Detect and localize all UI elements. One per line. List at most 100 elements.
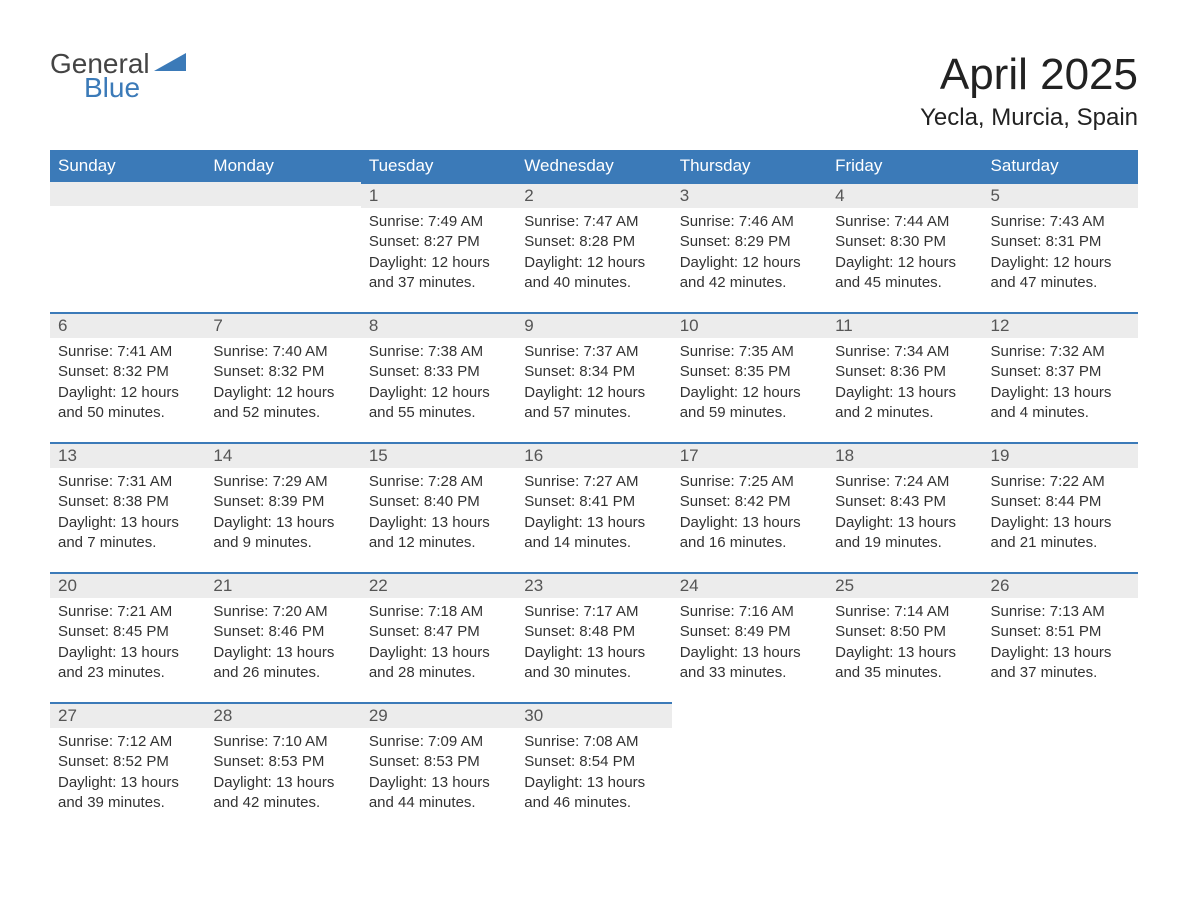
day-number: 19 xyxy=(983,444,1138,468)
calendar-cell: 9Sunrise: 7:37 AMSunset: 8:34 PMDaylight… xyxy=(516,312,671,442)
day-number: 2 xyxy=(516,184,671,208)
day-details: Sunrise: 7:12 AMSunset: 8:52 PMDaylight:… xyxy=(50,728,205,823)
day-number: 8 xyxy=(361,314,516,338)
sunrise-line: Sunrise: 7:29 AM xyxy=(213,472,352,492)
daylight-line: Daylight: 12 hours and 59 minutes. xyxy=(680,383,819,424)
calendar-cell: 2Sunrise: 7:47 AMSunset: 8:28 PMDaylight… xyxy=(516,182,671,312)
sunrise-line: Sunrise: 7:24 AM xyxy=(835,472,974,492)
sunset-line: Sunset: 8:41 PM xyxy=(524,492,663,512)
day-details: Sunrise: 7:40 AMSunset: 8:32 PMDaylight:… xyxy=(205,338,360,433)
day-number: 29 xyxy=(361,704,516,728)
calendar-page: General Blue April 2025 Yecla, Murcia, S… xyxy=(0,0,1188,862)
calendar-cell: 12Sunrise: 7:32 AMSunset: 8:37 PMDayligh… xyxy=(983,312,1138,442)
day-number: 11 xyxy=(827,314,982,338)
day-wrap: 17Sunrise: 7:25 AMSunset: 8:42 PMDayligh… xyxy=(672,442,827,563)
day-number: 28 xyxy=(205,704,360,728)
daylight-line: Daylight: 13 hours and 39 minutes. xyxy=(58,773,197,814)
daylight-line: Daylight: 12 hours and 45 minutes. xyxy=(835,253,974,294)
day-details: Sunrise: 7:13 AMSunset: 8:51 PMDaylight:… xyxy=(983,598,1138,693)
day-wrap: 28Sunrise: 7:10 AMSunset: 8:53 PMDayligh… xyxy=(205,702,360,823)
day-wrap: 15Sunrise: 7:28 AMSunset: 8:40 PMDayligh… xyxy=(361,442,516,563)
weekday-header: Sunday xyxy=(50,150,205,182)
day-details: Sunrise: 7:34 AMSunset: 8:36 PMDaylight:… xyxy=(827,338,982,433)
sunset-line: Sunset: 8:49 PM xyxy=(680,622,819,642)
calendar-cell: 10Sunrise: 7:35 AMSunset: 8:35 PMDayligh… xyxy=(672,312,827,442)
location-subtitle: Yecla, Murcia, Spain xyxy=(920,104,1138,132)
daylight-line: Daylight: 13 hours and 33 minutes. xyxy=(680,643,819,684)
sunrise-line: Sunrise: 7:27 AM xyxy=(524,472,663,492)
day-wrap: 21Sunrise: 7:20 AMSunset: 8:46 PMDayligh… xyxy=(205,572,360,693)
day-number: 3 xyxy=(672,184,827,208)
day-wrap: 22Sunrise: 7:18 AMSunset: 8:47 PMDayligh… xyxy=(361,572,516,693)
day-number: 12 xyxy=(983,314,1138,338)
day-number: 26 xyxy=(983,574,1138,598)
calendar-cell: 17Sunrise: 7:25 AMSunset: 8:42 PMDayligh… xyxy=(672,442,827,572)
sunrise-line: Sunrise: 7:41 AM xyxy=(58,342,197,362)
day-details: Sunrise: 7:10 AMSunset: 8:53 PMDaylight:… xyxy=(205,728,360,823)
sunset-line: Sunset: 8:45 PM xyxy=(58,622,197,642)
day-details: Sunrise: 7:49 AMSunset: 8:27 PMDaylight:… xyxy=(361,208,516,303)
daylight-line: Daylight: 13 hours and 2 minutes. xyxy=(835,383,974,424)
sunrise-line: Sunrise: 7:13 AM xyxy=(991,602,1130,622)
day-wrap: 6Sunrise: 7:41 AMSunset: 8:32 PMDaylight… xyxy=(50,312,205,433)
day-wrap: 20Sunrise: 7:21 AMSunset: 8:45 PMDayligh… xyxy=(50,572,205,693)
sunset-line: Sunset: 8:51 PM xyxy=(991,622,1130,642)
sunset-line: Sunset: 8:36 PM xyxy=(835,362,974,382)
sunset-line: Sunset: 8:53 PM xyxy=(213,752,352,772)
day-details: Sunrise: 7:28 AMSunset: 8:40 PMDaylight:… xyxy=(361,468,516,563)
day-details: Sunrise: 7:17 AMSunset: 8:48 PMDaylight:… xyxy=(516,598,671,693)
day-details: Sunrise: 7:25 AMSunset: 8:42 PMDaylight:… xyxy=(672,468,827,563)
day-wrap: 7Sunrise: 7:40 AMSunset: 8:32 PMDaylight… xyxy=(205,312,360,433)
weekday-header: Tuesday xyxy=(361,150,516,182)
calendar-cell: 8Sunrise: 7:38 AMSunset: 8:33 PMDaylight… xyxy=(361,312,516,442)
day-wrap: 2Sunrise: 7:47 AMSunset: 8:28 PMDaylight… xyxy=(516,182,671,303)
daylight-line: Daylight: 13 hours and 4 minutes. xyxy=(991,383,1130,424)
calendar-cell: 11Sunrise: 7:34 AMSunset: 8:36 PMDayligh… xyxy=(827,312,982,442)
calendar-cell xyxy=(50,182,205,312)
weekday-header: Monday xyxy=(205,150,360,182)
day-details: Sunrise: 7:21 AMSunset: 8:45 PMDaylight:… xyxy=(50,598,205,693)
calendar-row: 27Sunrise: 7:12 AMSunset: 8:52 PMDayligh… xyxy=(50,702,1138,832)
sunrise-line: Sunrise: 7:43 AM xyxy=(991,212,1130,232)
daylight-line: Daylight: 13 hours and 23 minutes. xyxy=(58,643,197,684)
day-wrap: 9Sunrise: 7:37 AMSunset: 8:34 PMDaylight… xyxy=(516,312,671,433)
sunset-line: Sunset: 8:35 PM xyxy=(680,362,819,382)
day-details: Sunrise: 7:22 AMSunset: 8:44 PMDaylight:… xyxy=(983,468,1138,563)
day-number: 13 xyxy=(50,444,205,468)
day-wrap: 23Sunrise: 7:17 AMSunset: 8:48 PMDayligh… xyxy=(516,572,671,693)
title-block: April 2025 Yecla, Murcia, Spain xyxy=(920,50,1138,132)
calendar-cell: 15Sunrise: 7:28 AMSunset: 8:40 PMDayligh… xyxy=(361,442,516,572)
day-wrap: 13Sunrise: 7:31 AMSunset: 8:38 PMDayligh… xyxy=(50,442,205,563)
daylight-line: Daylight: 13 hours and 37 minutes. xyxy=(991,643,1130,684)
day-number: 7 xyxy=(205,314,360,338)
sunrise-line: Sunrise: 7:17 AM xyxy=(524,602,663,622)
day-details: Sunrise: 7:44 AMSunset: 8:30 PMDaylight:… xyxy=(827,208,982,303)
day-wrap: 10Sunrise: 7:35 AMSunset: 8:35 PMDayligh… xyxy=(672,312,827,433)
calendar-cell: 5Sunrise: 7:43 AMSunset: 8:31 PMDaylight… xyxy=(983,182,1138,312)
daylight-line: Daylight: 12 hours and 40 minutes. xyxy=(524,253,663,294)
sunrise-line: Sunrise: 7:38 AM xyxy=(369,342,508,362)
calendar-cell: 19Sunrise: 7:22 AMSunset: 8:44 PMDayligh… xyxy=(983,442,1138,572)
sunset-line: Sunset: 8:48 PM xyxy=(524,622,663,642)
day-number: 20 xyxy=(50,574,205,598)
daylight-line: Daylight: 12 hours and 55 minutes. xyxy=(369,383,508,424)
calendar-cell: 4Sunrise: 7:44 AMSunset: 8:30 PMDaylight… xyxy=(827,182,982,312)
calendar-cell: 21Sunrise: 7:20 AMSunset: 8:46 PMDayligh… xyxy=(205,572,360,702)
daylight-line: Daylight: 12 hours and 47 minutes. xyxy=(991,253,1130,294)
day-details: Sunrise: 7:09 AMSunset: 8:53 PMDaylight:… xyxy=(361,728,516,823)
sunrise-line: Sunrise: 7:09 AM xyxy=(369,732,508,752)
daylight-line: Daylight: 13 hours and 46 minutes. xyxy=(524,773,663,814)
calendar-cell: 30Sunrise: 7:08 AMSunset: 8:54 PMDayligh… xyxy=(516,702,671,832)
weekday-header: Wednesday xyxy=(516,150,671,182)
sunset-line: Sunset: 8:32 PM xyxy=(213,362,352,382)
sunrise-line: Sunrise: 7:32 AM xyxy=(991,342,1130,362)
calendar-cell: 6Sunrise: 7:41 AMSunset: 8:32 PMDaylight… xyxy=(50,312,205,442)
page-header: General Blue April 2025 Yecla, Murcia, S… xyxy=(50,50,1138,132)
daylight-line: Daylight: 13 hours and 42 minutes. xyxy=(213,773,352,814)
month-title: April 2025 xyxy=(920,50,1138,100)
day-details: Sunrise: 7:27 AMSunset: 8:41 PMDaylight:… xyxy=(516,468,671,563)
day-number: 18 xyxy=(827,444,982,468)
sunset-line: Sunset: 8:28 PM xyxy=(524,232,663,252)
calendar-cell: 20Sunrise: 7:21 AMSunset: 8:45 PMDayligh… xyxy=(50,572,205,702)
daylight-line: Daylight: 13 hours and 9 minutes. xyxy=(213,513,352,554)
